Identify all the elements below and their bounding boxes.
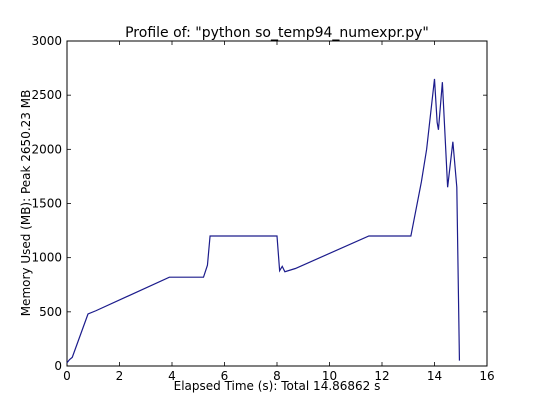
y-tick-label: 1000 — [31, 251, 62, 265]
chart-title: Profile of: "python so_temp94_numexpr.py… — [125, 25, 429, 41]
y-tick-label: 3000 — [31, 34, 62, 48]
x-axis-label: Elapsed Time (s): Total 14.86862 s — [174, 379, 381, 393]
plot-frame — [66, 40, 488, 367]
x-tick-label: 8 — [273, 369, 281, 383]
x-tick-label: 0 — [63, 369, 71, 383]
y-axis-label: Memory Used (MB): Peak 2650.23 MB — [19, 90, 33, 317]
x-tick-label: 2 — [116, 369, 124, 383]
x-tick-label: 16 — [479, 369, 494, 383]
data-line — [66, 78, 461, 364]
y-tick-label: 2000 — [31, 142, 62, 156]
y-tick-label: 500 — [39, 305, 62, 319]
y-tick-label: 2500 — [31, 88, 62, 102]
x-tick-label: 4 — [168, 369, 176, 383]
y-tick-label: 1500 — [31, 197, 62, 211]
x-tick-label: 14 — [427, 369, 442, 383]
x-tick-label: 10 — [322, 369, 337, 383]
x-tick-label: 12 — [374, 369, 389, 383]
y-tick-label: 0 — [54, 359, 62, 373]
x-tick-label: 6 — [221, 369, 229, 383]
